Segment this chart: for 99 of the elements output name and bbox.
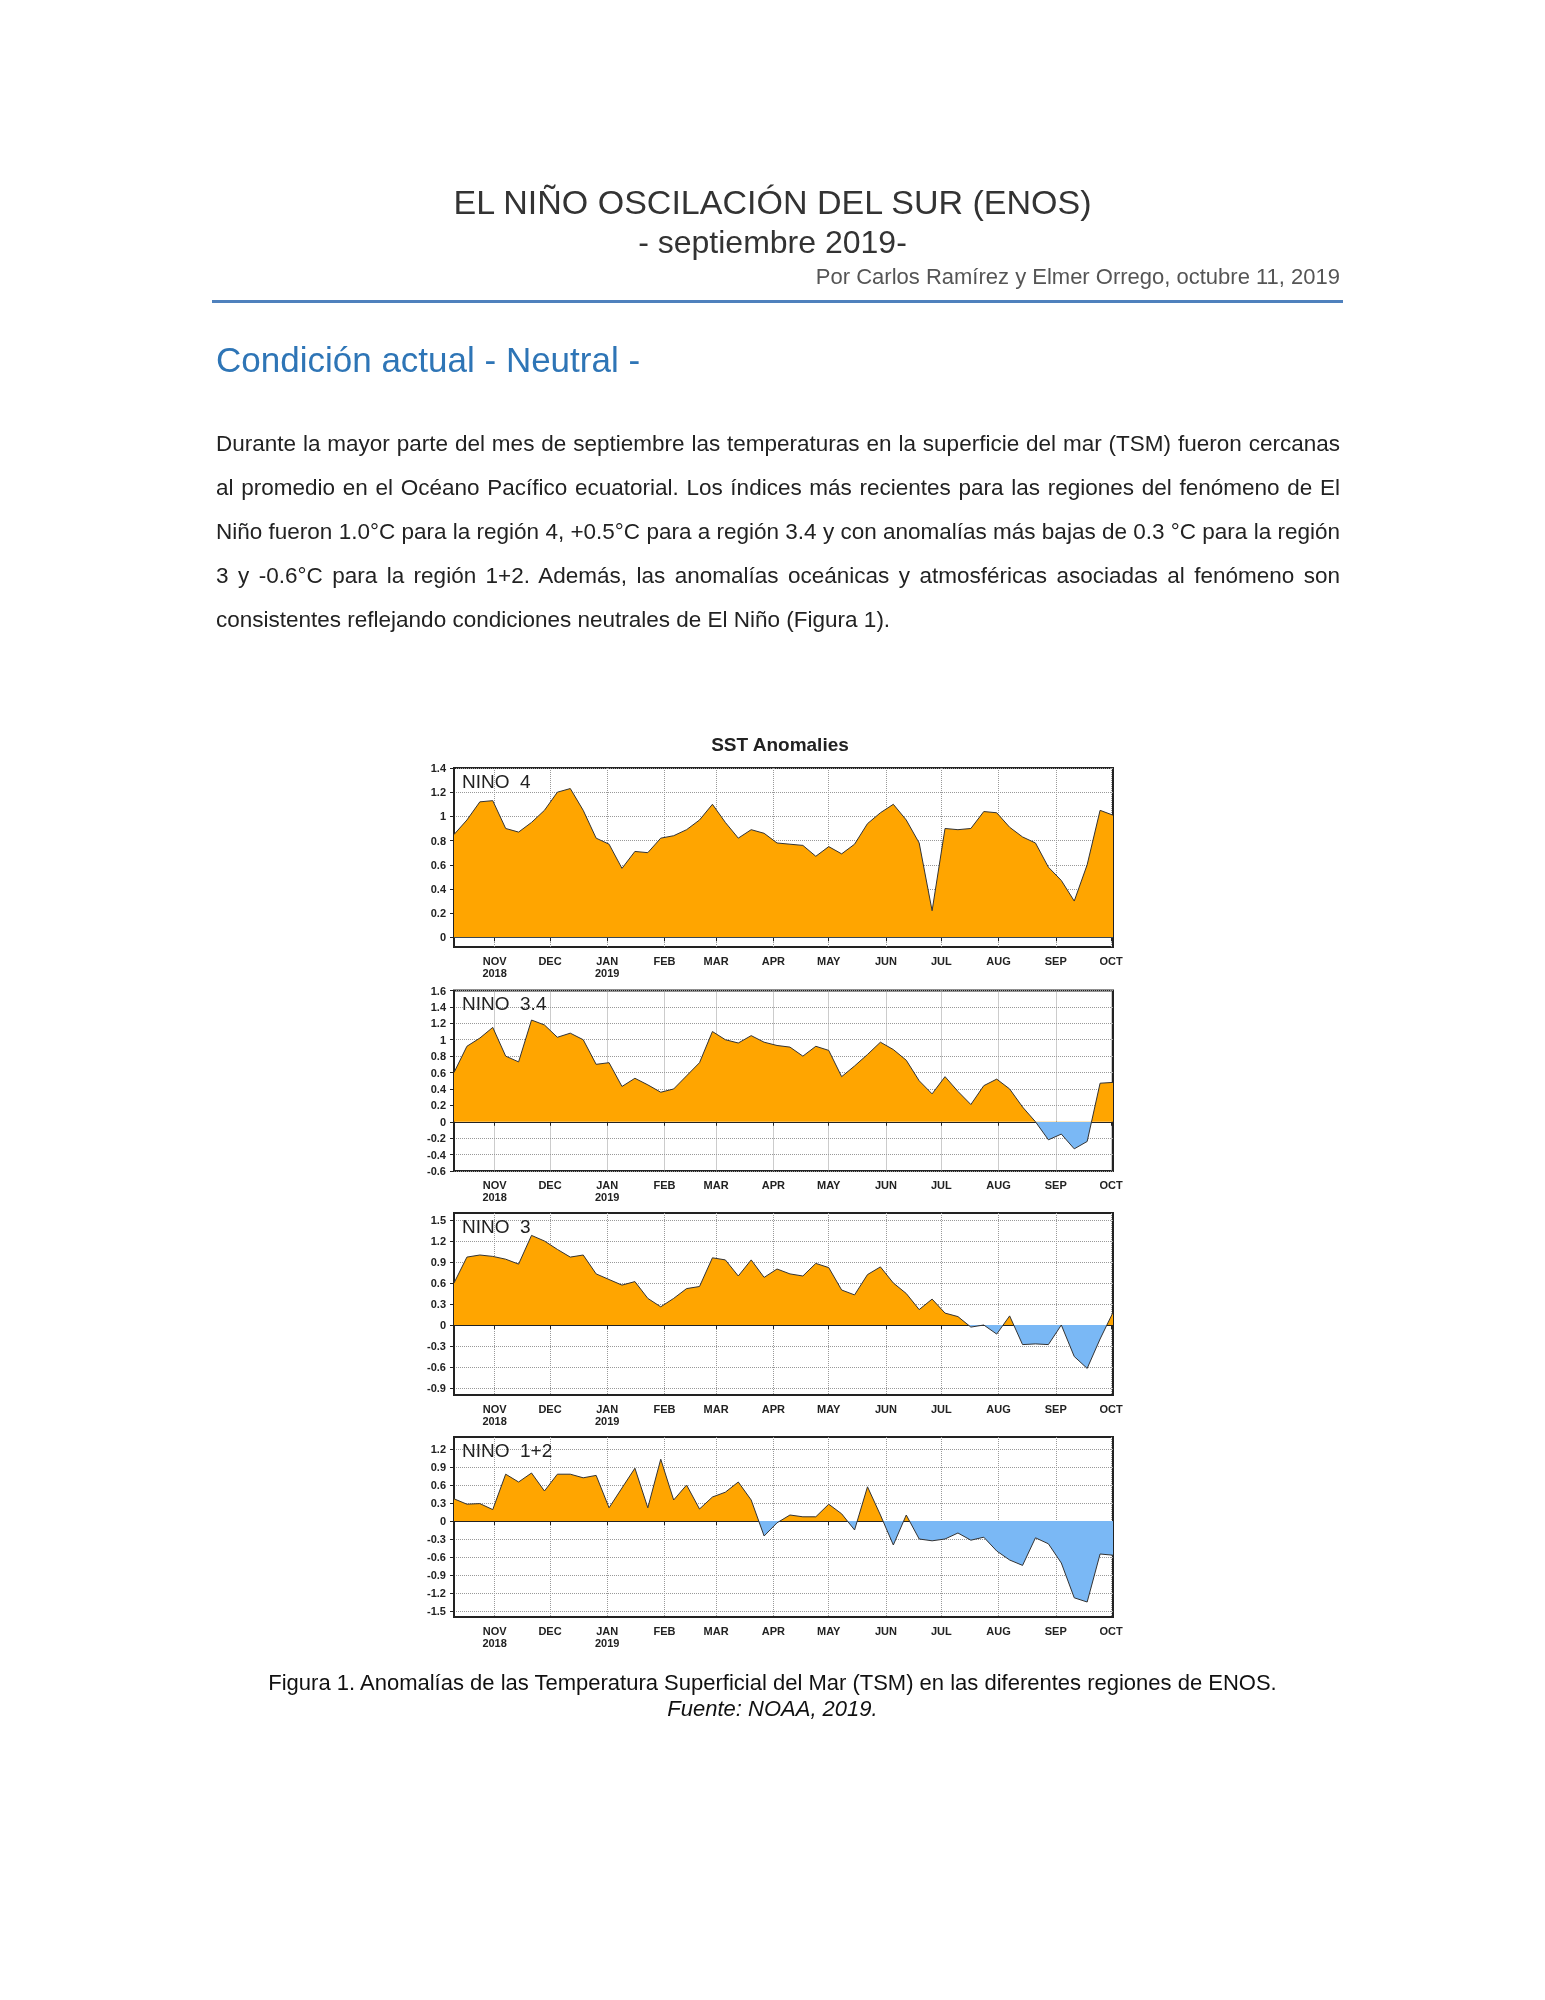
x-tick-label: FEB [653,1403,676,1415]
x-tick-label: JUN [874,1403,897,1415]
y-tick-label: 0.9 [430,1256,446,1268]
y-tick-label: 1.4 [430,762,447,774]
x-tick-label: OCT [1099,1403,1124,1415]
annotation: NINO 3.4 [462,993,547,1014]
y-tick-label: 1.2 [430,786,446,799]
x-tick-label: AUG [986,1403,1011,1415]
x-tick-label: FEB [653,1179,676,1191]
x-tick-label: MAY [817,955,842,967]
y-tick-label: -0.4 [427,1148,447,1161]
x-tick-label: NOV 2018 [482,1403,508,1427]
y-tick-label: 0.8 [430,834,446,847]
y-tick-label: 0.4 [430,882,447,895]
text: Por Carlos Ramírez y Elmer Orrego, octubre 11, 2019 [814,264,1340,290]
x-tick-label: FEB [653,1625,676,1637]
x-tick-label: JAN 2019 [594,955,620,979]
x-tick-label: APR [761,1403,786,1415]
x-tick-label: MAR [703,1403,729,1415]
x-tick-label: JUL [930,1179,952,1191]
y-tick-label: 1.6 [430,984,446,997]
y-tick-label: 1.2 [430,1235,446,1247]
x-tick-label: SEP [1044,955,1067,967]
annotation: NINO 4 [462,771,532,792]
y-tick-label: 0.9 [430,1461,446,1473]
x-tick-label: JUL [930,1403,952,1415]
y-tick-label: 0 [439,1115,446,1128]
x-tick-label: FEB [653,955,676,967]
text: Durante la mayor parte del mes de septiembre las temperaturas en la superficie del mar (TSM) fueron cercanas al promedio en el Océano Pacífico ecuatorial. Los índices más recientes para las regiones del fenómeno de El Niño fueron 1.0°C para la región 4, +0.5°C para a región 3.4 y con anomalías más bajas de 0.3 °C para la región 3 y -0.6°C para la región 1+2. Además, las anomalías oceánicas y atmosféricas asociadas al fenómeno son consistentes reflejando condiciones neutrales de El Niño (Figura 1). [216,430,1340,634]
y-tick-label: -0.6 [427,1165,446,1177]
x-tick-label: NOV 2018 [482,1625,508,1649]
text: Condición actual - Neutral - [216,340,641,380]
x-tick-label: DEC [538,1625,562,1637]
y-tick-label: 1.2 [430,1443,446,1455]
x-tick-label: AUG [986,955,1011,967]
y-tick-label: 0.8 [430,1050,446,1063]
x-tick-label: AUG [986,1625,1011,1637]
x-tick-label: JAN 2019 [594,1625,620,1649]
y-tick-label: -1.5 [427,1605,446,1617]
y-tick-label: 1.2 [430,1017,446,1030]
x-tick-label: MAR [703,1625,729,1637]
x-tick-label: DEC [538,1403,562,1415]
y-tick-label: -0.6 [427,1361,446,1373]
x-tick-label: JUL [930,1625,952,1637]
x-tick-label: DEC [538,1179,562,1191]
y-tick-label: 1 [439,810,446,823]
y-tick-label: -0.9 [427,1382,446,1394]
x-tick-label: JUL [930,955,952,967]
y-tick-label: 0.6 [430,1066,446,1079]
y-tick-label: 0.3 [430,1497,446,1509]
source-note: Fuente: NOAA, 2019. [666,1696,879,1722]
y-tick-label: 0.6 [430,858,446,871]
x-tick-label: JUN [874,1625,897,1637]
x-tick-label: APR [761,1625,786,1637]
x-tick-label: NOV 2018 [482,1179,508,1203]
y-tick-label: 0 [439,1319,446,1331]
x-tick-label: OCT [1099,1179,1124,1191]
x-tick-label: MAY [817,1625,842,1637]
y-tick-label: 0.6 [430,1277,446,1289]
x-tick-label: JAN 2019 [594,1403,620,1427]
annotation: NINO 1+2 [462,1440,553,1461]
x-tick-label: AUG [986,1179,1011,1191]
x-tick-label: MAR [703,955,729,967]
y-tick-label: -0.6 [427,1551,446,1563]
text: EL NIÑO OSCILACIÓN DEL SUR (ENOS) [452,183,1093,222]
y-tick-label: 1 [439,1033,446,1046]
y-tick-label: -0.3 [427,1340,446,1352]
y-tick-label: 0.6 [430,1479,446,1491]
x-tick-label: APR [761,1179,786,1191]
y-tick-label: 1.4 [430,1000,447,1013]
y-tick-label: -0.3 [427,1533,446,1545]
x-tick-label: JUN [874,955,897,967]
y-tick-label: 0 [439,1515,446,1527]
x-tick-label: SEP [1044,1403,1067,1415]
y-tick-label: 0.2 [430,907,446,920]
text: - septiembre 2019- [637,224,908,261]
x-tick-label: JAN 2019 [594,1179,620,1203]
x-tick-label: OCT [1099,955,1124,967]
y-tick-label: 0 [439,931,446,944]
y-tick-label: 0.3 [430,1298,446,1310]
x-tick-label: APR [761,955,786,967]
x-tick-label: NOV 2018 [482,955,508,979]
x-tick-label: MAR [703,1179,729,1191]
x-tick-label: MAY [817,1403,842,1415]
x-tick-label: SEP [1044,1625,1067,1637]
y-tick-label: 1.5 [430,1214,446,1226]
y-tick-label: 0.2 [430,1099,446,1112]
annotation: NINO 3 [462,1216,531,1237]
y-tick-label: 0.4 [430,1082,447,1095]
x-tick-label: MAY [817,1179,842,1191]
text: Figura 1. Anomalías de las Temperatura Superficial del Mar (TSM) en las diferentes regiones de ENOS. [267,1670,1278,1696]
x-tick-label: DEC [538,955,562,967]
y-tick-label: -0.9 [427,1569,446,1581]
x-tick-label: JUN [874,1179,897,1191]
x-tick-label: SEP [1044,1179,1067,1191]
y-tick-label: -0.2 [427,1132,446,1145]
x-tick-label: OCT [1099,1625,1124,1637]
chart-title: SST Anomalies [711,734,849,755]
y-tick-label: -1.2 [427,1587,446,1599]
